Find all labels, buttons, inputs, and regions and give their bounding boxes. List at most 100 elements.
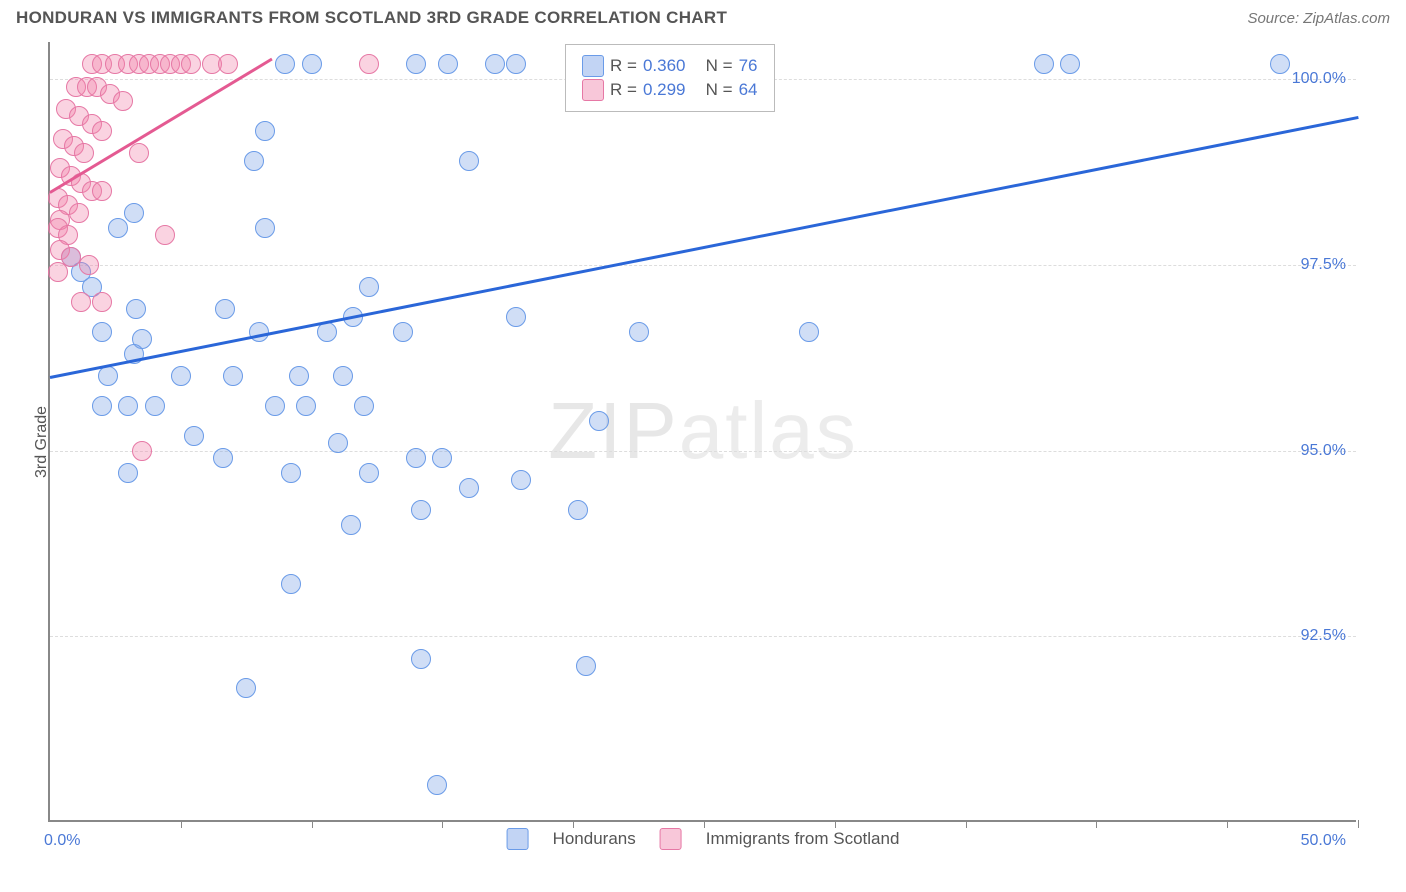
data-point xyxy=(92,292,112,312)
x-tick xyxy=(835,820,836,828)
data-point xyxy=(438,54,458,74)
data-point xyxy=(281,463,301,483)
data-point xyxy=(359,54,379,74)
data-point xyxy=(393,322,413,342)
r-label: R = xyxy=(610,56,637,76)
x-tick xyxy=(1096,820,1097,828)
data-point xyxy=(1060,54,1080,74)
x-tick xyxy=(1227,820,1228,828)
data-point xyxy=(506,54,526,74)
data-point xyxy=(459,478,479,498)
n-label: N = xyxy=(691,80,732,100)
x-tick xyxy=(312,820,313,828)
x-tick xyxy=(573,820,574,828)
data-point xyxy=(427,775,447,795)
data-point xyxy=(215,299,235,319)
data-point xyxy=(406,448,426,468)
data-point xyxy=(289,366,309,386)
x-min-label: 0.0% xyxy=(44,832,80,850)
x-tick xyxy=(442,820,443,828)
watermark: ZIPatlas xyxy=(548,385,857,477)
data-point xyxy=(432,448,452,468)
legend-label: Hondurans xyxy=(553,829,636,849)
data-point xyxy=(302,54,322,74)
stats-legend: R = 0.360 N = 76 R = 0.299 N = 64 xyxy=(565,44,775,112)
data-point xyxy=(354,396,374,416)
data-point xyxy=(74,143,94,163)
data-point xyxy=(126,299,146,319)
y-tick-label: 95.0% xyxy=(1301,442,1346,460)
data-point xyxy=(333,366,353,386)
chart-title: HONDURAN VS IMMIGRANTS FROM SCOTLAND 3RD… xyxy=(16,8,727,28)
data-point xyxy=(485,54,505,74)
x-tick xyxy=(704,820,705,828)
data-point xyxy=(244,151,264,171)
gridline-h xyxy=(50,451,1356,452)
data-point xyxy=(576,656,596,676)
data-point xyxy=(92,121,112,141)
x-tick xyxy=(181,820,182,828)
data-point xyxy=(1270,54,1290,74)
data-point xyxy=(799,322,819,342)
legend-label: Immigrants from Scotland xyxy=(706,829,900,849)
data-point xyxy=(184,426,204,446)
data-point xyxy=(223,366,243,386)
data-point xyxy=(108,218,128,238)
chart-container: 3rd Grade ZIPatlas 92.5%95.0%97.5%100.0%… xyxy=(0,32,1406,852)
data-point xyxy=(265,396,285,416)
series-legend: Hondurans Immigrants from Scotland xyxy=(507,828,900,850)
data-point xyxy=(132,441,152,461)
r-value: 0.299 xyxy=(643,80,686,100)
data-point xyxy=(411,500,431,520)
data-point xyxy=(129,143,149,163)
data-point xyxy=(629,322,649,342)
y-tick-label: 100.0% xyxy=(1292,70,1346,88)
data-point xyxy=(71,292,91,312)
r-value: 0.360 xyxy=(643,56,686,76)
data-point xyxy=(506,307,526,327)
x-max-label: 50.0% xyxy=(1301,832,1346,850)
gridline-h xyxy=(50,636,1356,637)
data-point xyxy=(79,255,99,275)
x-tick xyxy=(966,820,967,828)
data-point xyxy=(171,366,191,386)
data-point xyxy=(511,470,531,490)
r-label: R = xyxy=(610,80,637,100)
data-point xyxy=(255,121,275,141)
legend-swatch xyxy=(582,55,604,77)
legend-swatch xyxy=(582,79,604,101)
y-tick-label: 92.5% xyxy=(1301,627,1346,645)
data-point xyxy=(98,366,118,386)
n-value: 76 xyxy=(739,56,758,76)
data-point xyxy=(255,218,275,238)
data-point xyxy=(568,500,588,520)
data-point xyxy=(213,448,233,468)
data-point xyxy=(118,396,138,416)
data-point xyxy=(113,91,133,111)
data-point xyxy=(118,463,138,483)
data-point xyxy=(459,151,479,171)
watermark-thin: atlas xyxy=(679,386,858,475)
data-point xyxy=(145,396,165,416)
data-point xyxy=(328,433,348,453)
y-tick-label: 97.5% xyxy=(1301,256,1346,274)
gridline-h xyxy=(50,265,1356,266)
data-point xyxy=(1034,54,1054,74)
data-point xyxy=(236,678,256,698)
data-point xyxy=(155,225,175,245)
stats-legend-row: R = 0.299 N = 64 xyxy=(582,79,758,101)
stats-legend-row: R = 0.360 N = 76 xyxy=(582,55,758,77)
legend-swatch xyxy=(507,828,529,850)
data-point xyxy=(181,54,201,74)
data-point xyxy=(589,411,609,431)
data-point xyxy=(69,203,89,223)
data-point xyxy=(296,396,316,416)
data-point xyxy=(48,262,68,282)
n-label: N = xyxy=(691,56,732,76)
watermark-bold: ZIP xyxy=(548,386,678,475)
data-point xyxy=(341,515,361,535)
data-point xyxy=(411,649,431,669)
data-point xyxy=(359,277,379,297)
data-point xyxy=(275,54,295,74)
source-label: Source: ZipAtlas.com xyxy=(1247,10,1390,27)
